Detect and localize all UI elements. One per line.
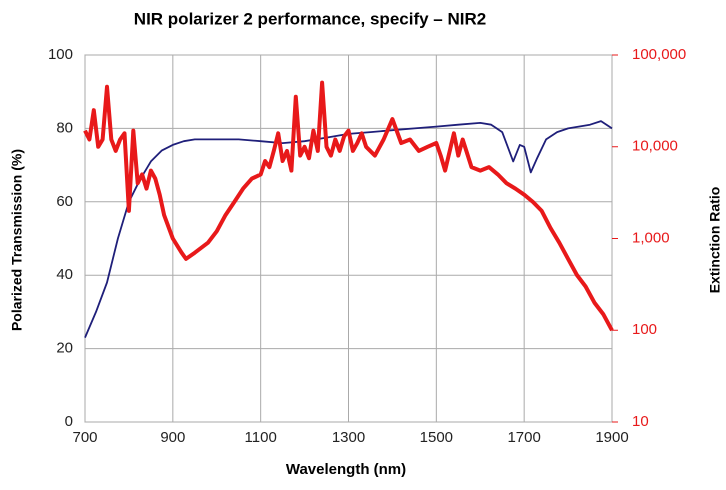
y-tick-label: 40 [56,266,73,283]
y2-tick-label: 10 [632,413,649,430]
line-series [84,120,613,338]
y2-tick-label: 1,000 [632,229,670,246]
x-tick-label: 1900 [595,429,628,446]
y2-tick-label: 100,000 [632,46,686,63]
y-tick-label: 0 [65,413,73,430]
chart-title: NIR polarizer 2 performance, specify – N… [134,9,486,28]
x-tick-label: 1100 [245,429,277,446]
y-axis-label: Polarized Transmission (%) [9,149,25,331]
y2-tick-label: 100 [632,321,657,338]
y-tick-label: 20 [56,340,73,357]
x-tick-label: 1700 [507,429,540,446]
y2-tick-label: 10,000 [632,138,678,155]
y-tick-label: 80 [56,119,73,136]
x-tick-label: 1500 [420,429,453,446]
x-tick-label: 700 [72,429,97,446]
x-tick-label: 900 [160,429,185,446]
y-tick-label: 60 [56,193,73,210]
y2-axis-label: Extinction Ratio [707,187,723,294]
y-tick-label: 100 [48,46,73,63]
x-axis-label: Wavelength (nm) [286,461,406,478]
line-series [83,80,614,332]
x-tick-label: 1300 [332,429,365,446]
